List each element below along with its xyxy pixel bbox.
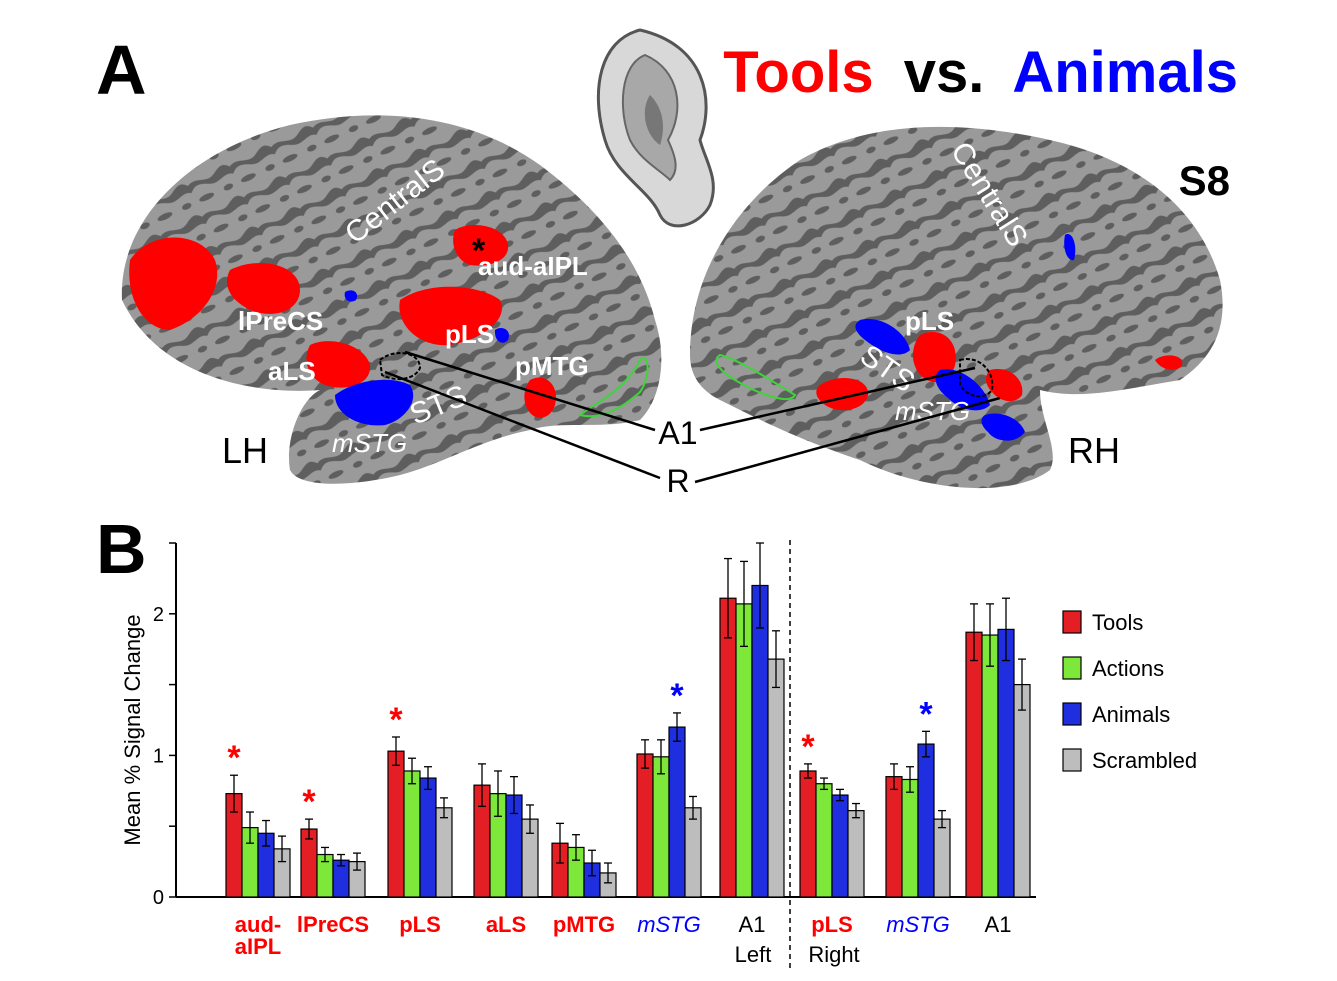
panel-a: A Tools vs. Animals S8 (96, 28, 1238, 499)
significance-marker: * (801, 728, 815, 766)
bar-animals (997, 628, 1015, 898)
x-tick-label: aIPL (235, 934, 281, 959)
lh-pls-label: pLS (445, 319, 494, 349)
bar-tools (636, 753, 654, 898)
title: Tools vs. Animals (723, 40, 1238, 105)
y-tick-label: 1 (153, 745, 164, 767)
bar-tools (719, 597, 737, 898)
x-tick-label: pMTG (553, 912, 615, 937)
bar-scrambled (684, 807, 702, 898)
x-tick-label: aLS (486, 912, 526, 937)
x-tick-label: pLS (399, 912, 441, 937)
y-tick-label: 2 (153, 604, 164, 626)
subject-label: S8 (1179, 157, 1230, 204)
legend-label: Actions (1092, 656, 1164, 681)
bar-scrambled (435, 807, 453, 898)
chart-legend: Tools Actions Animals Scrambled (1062, 610, 1197, 773)
bar-scrambled (1013, 683, 1031, 898)
bar-scrambled (933, 818, 951, 898)
bar-actions (735, 603, 753, 898)
left-hemisphere (121, 115, 662, 484)
bar-animals (751, 584, 769, 898)
bar-tools (885, 776, 903, 898)
legend-swatch (1062, 748, 1082, 772)
callout-lines (384, 350, 1001, 484)
left-group-label: Left (735, 942, 772, 967)
significance-marker: * (302, 783, 316, 821)
bar-tools (965, 631, 983, 898)
x-tick-label: lPreCS (297, 912, 369, 937)
right-hemisphere (690, 126, 1223, 489)
lh-mstg-label: mSTG (332, 428, 407, 458)
right-group-label: Right (808, 942, 859, 967)
x-tick-label: A1 (985, 912, 1012, 937)
bar-animals (668, 726, 686, 898)
y-axis-label: Mean % Signal Change (120, 614, 145, 845)
rh-mstg-label: mSTG (895, 396, 970, 426)
panel-b: B Mean % Signal Change 0 1 2 * * * * * * aud-aI… (96, 510, 1197, 968)
significance-marker: * (227, 739, 241, 777)
y-tick-label: 0 (153, 887, 164, 909)
legend-swatch (1062, 610, 1082, 634)
title-vs: vs. (904, 40, 985, 105)
x-tick-label: mSTG (886, 912, 950, 937)
bar-tools (387, 750, 405, 898)
panel-a-label: A (96, 31, 147, 109)
bar-animals (831, 794, 849, 898)
bar-scrambled (847, 810, 865, 898)
title-animals: Animals (1012, 40, 1238, 105)
legend-swatch (1062, 702, 1082, 726)
x-tick-label: pLS (811, 912, 853, 937)
bar-animals (419, 777, 437, 898)
lh-lprecs-label: lPreCS (238, 306, 323, 336)
bar-actions (652, 756, 670, 898)
x-tick-label: mSTG (637, 912, 701, 937)
significance-marker: * (389, 701, 403, 739)
bar-actions (901, 778, 919, 898)
lh-pmtg-label: pMTG (515, 351, 589, 381)
legend-label: Scrambled (1092, 748, 1197, 773)
lh-aud-aipl-label: aud-aIPL (478, 251, 588, 281)
ear-icon (596, 28, 715, 228)
lh-asterisk: * (472, 232, 486, 270)
callout-r: R (666, 463, 689, 499)
lh-als-label: aLS (268, 356, 316, 386)
x-tick-label: A1 (739, 912, 766, 937)
legend-label: Tools (1092, 610, 1143, 635)
legend-swatch (1062, 656, 1082, 680)
title-tools: Tools (723, 40, 873, 105)
x-tick-label: aud- (235, 912, 281, 937)
rh-hemisphere-label: RH (1068, 430, 1120, 471)
bar-actions (815, 783, 833, 898)
bar-animals (917, 743, 935, 898)
bar-actions (403, 770, 421, 898)
significance-marker: * (670, 677, 684, 715)
lh-hemisphere-label: LH (222, 430, 268, 471)
bar-tools (799, 770, 817, 898)
callout-a1: A1 (658, 415, 697, 451)
panel-b-label: B (96, 510, 147, 588)
legend-label: Animals (1092, 702, 1170, 727)
significance-marker: * (919, 695, 933, 733)
rh-pls-label: pLS (905, 306, 954, 336)
bar-scrambled (767, 658, 785, 898)
bar-actions (981, 634, 999, 898)
chart-bars: * * * * * * (225, 542, 1031, 898)
chart-x-labels: aud-aIPL lPreCS pLS aLS pMTG mSTG A1 pLS mSTG A1 (235, 912, 1012, 959)
